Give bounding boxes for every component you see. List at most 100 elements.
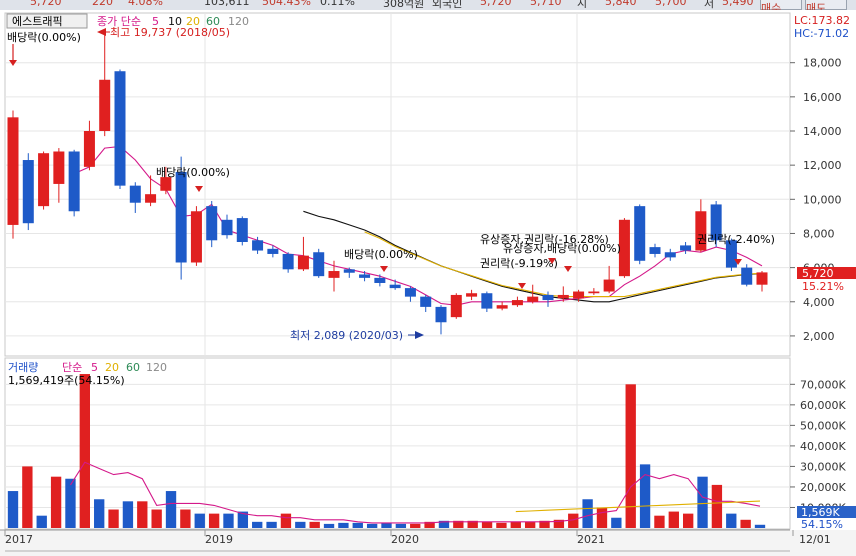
candle-body <box>603 279 615 292</box>
volume-bar <box>711 484 723 528</box>
ma5-line <box>73 145 763 306</box>
volume-bar <box>639 464 651 528</box>
volume-tick-label: 60,000K <box>800 399 846 412</box>
candle-body <box>374 277 386 283</box>
volume-bar <box>108 509 119 528</box>
volume-bar <box>668 511 679 528</box>
volume-bar <box>697 476 708 528</box>
top-low-label: 저 <box>704 0 715 10</box>
volume-bar <box>338 522 349 528</box>
volume-indicator-label: 단순 <box>62 361 82 374</box>
candle-body <box>53 151 65 184</box>
volume-tick-label: 20,000K <box>800 481 846 494</box>
candle-body <box>282 253 294 270</box>
stock-name-box[interactable] <box>6 13 88 29</box>
candle-body <box>435 306 447 323</box>
high-arrow-icon <box>97 28 106 36</box>
volume-bar <box>481 521 493 528</box>
ma-period-3: 20 <box>186 15 200 28</box>
buy-button[interactable]: 매수 <box>760 0 802 10</box>
candle-body <box>420 296 432 307</box>
ma-period-2: 10 <box>168 15 182 28</box>
current-price-value: 5,720 <box>802 267 834 280</box>
lc-label: LC:173.82 <box>794 14 850 27</box>
candle-body <box>389 284 401 289</box>
ma-period-4: 60 <box>206 15 220 28</box>
volume-bar <box>539 520 550 528</box>
volume-tick-label: 30,000K <box>800 460 846 473</box>
candle-body <box>22 160 34 224</box>
volume-bars <box>7 374 766 528</box>
ma-period-1: 5 <box>152 15 159 28</box>
vol-ma-period-1: 5 <box>91 361 98 374</box>
candle-body <box>557 294 569 299</box>
candle-body <box>68 151 80 212</box>
top-open: 5,840 <box>605 0 637 8</box>
volume-bar <box>252 521 263 528</box>
volume-bar <box>22 466 33 528</box>
volume-bar <box>524 521 536 528</box>
volume-bar <box>94 499 105 528</box>
volume-bar <box>553 519 565 528</box>
volume-bar <box>280 513 292 528</box>
volume-bar <box>223 513 234 528</box>
event-arrow-3 <box>380 266 388 272</box>
x-label-2019: 2019 <box>205 533 233 546</box>
sell-button[interactable]: 매도 <box>805 0 847 10</box>
hc-label: HC:-71.02 <box>794 27 849 40</box>
current-volume-pct: 54.15% <box>801 518 843 531</box>
volume-axis-ticks: 10,000K20,000K30,000K40,000K50,000K60,00… <box>790 378 846 514</box>
candle-body <box>511 300 523 306</box>
buy-button-label: 매수 <box>761 2 782 11</box>
candle-body <box>618 219 630 277</box>
vol-ma-period-4: 120 <box>146 361 167 374</box>
event-arrow-6 <box>564 266 572 272</box>
current-price-pct: 15.21% <box>802 280 844 293</box>
volume-bar <box>194 513 205 528</box>
top-change-pct: 4.08% <box>128 0 163 8</box>
volume-bar <box>323 523 335 528</box>
price-tick-label: 4,000 <box>803 296 835 309</box>
volume-bar <box>237 511 249 528</box>
volume-tick-label: 50,000K <box>800 419 846 432</box>
volume-panel <box>4 357 791 530</box>
top-turnover: 0.11% <box>320 0 355 8</box>
volume-bar <box>424 521 435 528</box>
volume-bar <box>726 513 737 528</box>
volume-bar <box>754 524 766 528</box>
volume-gridlines <box>5 358 790 529</box>
candle-body <box>695 211 707 251</box>
x-label-2017: 2017 <box>5 533 33 546</box>
volume-bar <box>395 523 407 528</box>
candle-body <box>756 272 768 285</box>
event-ex-dividend-3: 배당락(0.00%) <box>344 248 418 261</box>
candle-body <box>145 194 157 203</box>
volume-bar <box>510 521 521 528</box>
volume-bar <box>266 521 277 528</box>
volume-bar <box>165 491 177 528</box>
candle-body <box>114 71 126 186</box>
candle-body <box>664 252 676 258</box>
price-indicator-label: 종가 단순 <box>97 15 141 28</box>
current-volume-tag <box>797 506 856 518</box>
vol-ma-period-2: 20 <box>105 361 119 374</box>
volume-ma20-line <box>515 500 761 513</box>
all-time-high-label: 최고 19,737 (2018/05) <box>110 26 230 39</box>
candle-body <box>680 245 692 251</box>
volume-bar <box>65 478 76 528</box>
volume-bar <box>596 507 608 528</box>
event-arrow-4 <box>518 283 526 289</box>
volume-bar <box>654 515 665 528</box>
stock-chart[interactable]: 2,0004,0006,0008,00010,00012,00014,00016… <box>0 10 856 556</box>
top-amount: 308억원 <box>383 0 425 10</box>
candle-body <box>527 296 539 302</box>
volume-bar <box>611 517 622 528</box>
price-tick-label: 2,000 <box>803 330 835 343</box>
candle-body <box>343 269 355 273</box>
stock-name: 에스트래픽 <box>12 15 63 28</box>
volume-bar <box>467 520 478 528</box>
volume-bar <box>7 491 19 528</box>
candle-body <box>450 294 462 318</box>
candle-body <box>404 288 416 297</box>
candle-body <box>710 204 722 241</box>
